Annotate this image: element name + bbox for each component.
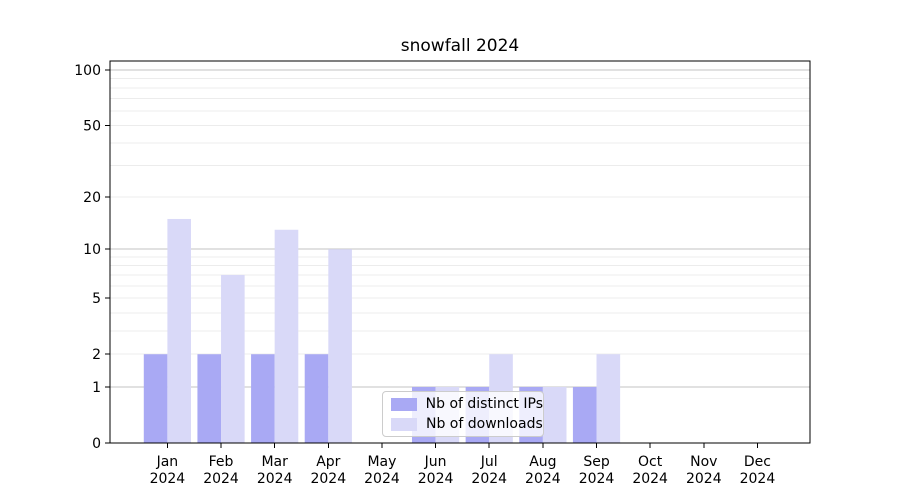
x-tick-label-month: May bbox=[367, 454, 396, 470]
bar-mar-distinct-ips bbox=[251, 354, 275, 443]
bar-apr-distinct-ips bbox=[304, 354, 329, 443]
x-tick-label-month: Dec bbox=[744, 454, 771, 470]
y-tick-label: 2 bbox=[92, 347, 101, 363]
x-tick-label-year: 2024 bbox=[310, 471, 346, 487]
bar-mar-downloads bbox=[274, 229, 299, 443]
bar-jan-distinct-ips bbox=[143, 354, 168, 443]
legend-swatch-downloads bbox=[391, 417, 417, 431]
plot-border bbox=[109, 60, 811, 444]
legend-item-distinct-ips: Nb of distinct IPs bbox=[391, 397, 543, 411]
x-tick-label-year: 2024 bbox=[579, 471, 615, 487]
x-tick-label-month: Aug bbox=[529, 454, 556, 470]
chart-title: snowfall 2024 bbox=[400, 36, 520, 56]
x-tick-label-month: Feb bbox=[209, 454, 234, 470]
y-tick-label: 0 bbox=[92, 436, 101, 452]
x-tick-label-year: 2024 bbox=[525, 471, 561, 487]
bar-jan-downloads bbox=[167, 218, 191, 443]
x-tick-label-year: 2024 bbox=[471, 471, 507, 487]
x-tick-label-month: Oct bbox=[638, 454, 663, 470]
x-tick-label-month: Jun bbox=[424, 454, 447, 470]
x-tick-label-year: 2024 bbox=[632, 471, 668, 487]
bar-feb-distinct-ips bbox=[197, 354, 222, 443]
x-tick-label-year: 2024 bbox=[257, 471, 293, 487]
x-tick-label-month: Sep bbox=[583, 454, 610, 470]
x-tick-label-year: 2024 bbox=[203, 471, 239, 487]
x-tick-label-month: Nov bbox=[690, 454, 717, 470]
y-tick-label: 20 bbox=[83, 190, 101, 206]
y-tick-label: 10 bbox=[83, 242, 101, 258]
bar-sep-downloads bbox=[596, 354, 621, 443]
y-tick-label: 1 bbox=[92, 380, 101, 396]
legend-item-downloads: Nb of downloads bbox=[391, 417, 543, 431]
x-tick-label-year: 2024 bbox=[150, 471, 186, 487]
x-tick-label-year: 2024 bbox=[686, 471, 722, 487]
y-tick-label: 100 bbox=[74, 63, 101, 79]
bar-aug-downloads bbox=[542, 386, 567, 443]
legend: Nb of distinct IPs Nb of downloads bbox=[382, 391, 544, 437]
bar-sep-distinct-ips bbox=[572, 386, 597, 443]
legend-swatch-distinct-ips bbox=[391, 397, 417, 411]
x-tick-label-year: 2024 bbox=[418, 471, 454, 487]
y-tick-label: 5 bbox=[92, 291, 101, 307]
legend-label-distinct-ips: Nb of distinct IPs bbox=[425, 396, 543, 412]
x-tick-label-month: Apr bbox=[316, 454, 340, 470]
x-tick-label-month: Mar bbox=[261, 454, 288, 470]
x-tick-label-month: Jan bbox=[156, 454, 179, 470]
x-tick-label-year: 2024 bbox=[364, 471, 400, 487]
legend-label-downloads: Nb of downloads bbox=[426, 416, 543, 432]
bar-apr-downloads bbox=[328, 249, 352, 443]
x-tick-label-month: Jul bbox=[480, 454, 498, 470]
bar-feb-downloads bbox=[221, 274, 245, 443]
x-tick-label-year: 2024 bbox=[740, 471, 776, 487]
y-tick-label: 50 bbox=[83, 118, 101, 134]
